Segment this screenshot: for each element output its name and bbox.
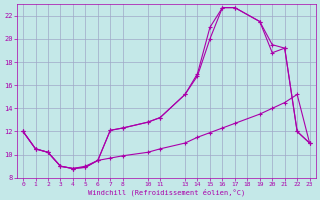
X-axis label: Windchill (Refroidissement éolien,°C): Windchill (Refroidissement éolien,°C) xyxy=(88,188,245,196)
